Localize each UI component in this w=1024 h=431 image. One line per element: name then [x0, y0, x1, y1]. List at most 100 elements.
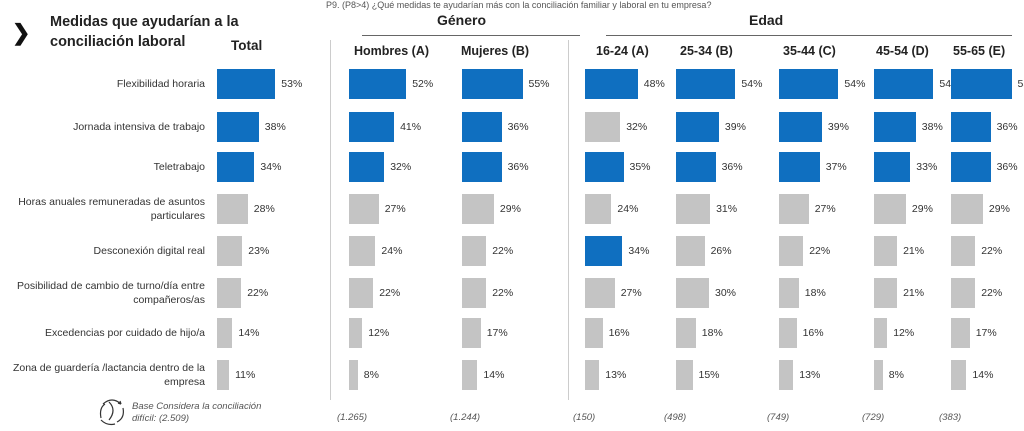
data-label: 16% [803, 327, 824, 339]
bar [779, 194, 809, 224]
category-label: Zona de guardería /lactancia dentro de l… [0, 361, 205, 389]
category-label: Flexibilidad horaria [0, 77, 205, 91]
data-label: 16% [609, 327, 630, 339]
bar [779, 112, 822, 142]
bar [676, 152, 716, 182]
bar [585, 194, 611, 224]
group-genero: Género [437, 12, 486, 28]
category-label: Teletrabajo [0, 160, 205, 174]
data-label: 54% [844, 78, 865, 90]
bar [585, 278, 615, 308]
column-header: Mujeres (B) [461, 44, 529, 58]
bar [951, 236, 975, 266]
bar [874, 152, 910, 182]
bar [462, 69, 523, 99]
data-label: 39% [828, 121, 849, 133]
bar [874, 194, 906, 224]
data-label: 8% [889, 369, 904, 381]
column-header: 16-24 (A) [596, 44, 649, 58]
bar [217, 236, 242, 266]
bar [951, 194, 983, 224]
bar [676, 318, 696, 348]
data-label: 32% [626, 121, 647, 133]
data-label: 55% [529, 78, 550, 90]
bar [217, 278, 241, 308]
group-edad: Edad [749, 12, 783, 28]
data-label: 12% [893, 327, 914, 339]
base-count: (383) [939, 412, 961, 423]
bar [874, 318, 887, 348]
bar [676, 69, 735, 99]
data-label: 35% [630, 161, 651, 173]
data-label: 14% [972, 369, 993, 381]
base-count: (498) [664, 412, 686, 423]
chart-title: Medidas que ayudarían a la conciliación … [50, 12, 250, 52]
data-label: 15% [699, 369, 720, 381]
data-label: 48% [644, 78, 665, 90]
bar [951, 278, 975, 308]
bar [462, 152, 502, 182]
data-label: 34% [628, 245, 649, 257]
bar [217, 360, 229, 390]
divider [568, 40, 569, 400]
data-label: 24% [381, 245, 402, 257]
data-label: 29% [500, 203, 521, 215]
bar [349, 152, 384, 182]
column-header: 45-54 (D) [876, 44, 929, 58]
bar [462, 236, 486, 266]
bar [349, 278, 373, 308]
data-label: 38% [265, 121, 286, 133]
bar [874, 236, 897, 266]
bar [779, 318, 797, 348]
bar [462, 112, 502, 142]
bar [462, 360, 477, 390]
data-label: 22% [981, 287, 1002, 299]
data-label: 14% [483, 369, 504, 381]
bar [349, 236, 375, 266]
bar [779, 69, 838, 99]
question-text: P9. (P8>4) ¿Qué medidas te ayudarían más… [326, 0, 711, 10]
bar [779, 152, 820, 182]
bar [349, 194, 379, 224]
data-label: 17% [487, 327, 508, 339]
bar [779, 360, 793, 390]
base-count: (749) [767, 412, 789, 423]
data-label: 36% [997, 121, 1018, 133]
data-label: 27% [815, 203, 836, 215]
bar [676, 112, 719, 142]
bar [585, 112, 620, 142]
column-header: Hombres (A) [354, 44, 429, 58]
bar [874, 112, 916, 142]
data-label: 28% [254, 203, 275, 215]
data-label: 33% [916, 161, 937, 173]
data-label: 13% [605, 369, 626, 381]
category-label: Excedencias por cuidado de hijo/a [0, 326, 205, 340]
data-label: 22% [492, 245, 513, 257]
data-label: 30% [715, 287, 736, 299]
bar [779, 236, 803, 266]
bar [585, 318, 603, 348]
bar [874, 278, 897, 308]
bar [951, 152, 991, 182]
bar [951, 69, 1012, 99]
data-label: 39% [725, 121, 746, 133]
column-header: Total [231, 38, 262, 53]
category-label: Desconexión digital real [0, 244, 205, 258]
data-label: 37% [826, 161, 847, 173]
bar [217, 69, 275, 99]
data-label: 11% [235, 369, 255, 381]
data-label: 52% [412, 78, 433, 90]
data-label: 41% [400, 121, 421, 133]
data-label: 32% [390, 161, 411, 173]
data-label: 54% [741, 78, 762, 90]
base-label: Base Considera la conciliación difícil: … [132, 401, 262, 425]
data-label: 36% [508, 161, 529, 173]
bar [585, 69, 638, 99]
divider [330, 40, 331, 400]
edad-rule [606, 35, 1012, 36]
cycle-icon [95, 398, 129, 431]
base-count: (729) [862, 412, 884, 423]
bar [951, 318, 970, 348]
bar [349, 360, 358, 390]
data-label: 22% [981, 245, 1002, 257]
